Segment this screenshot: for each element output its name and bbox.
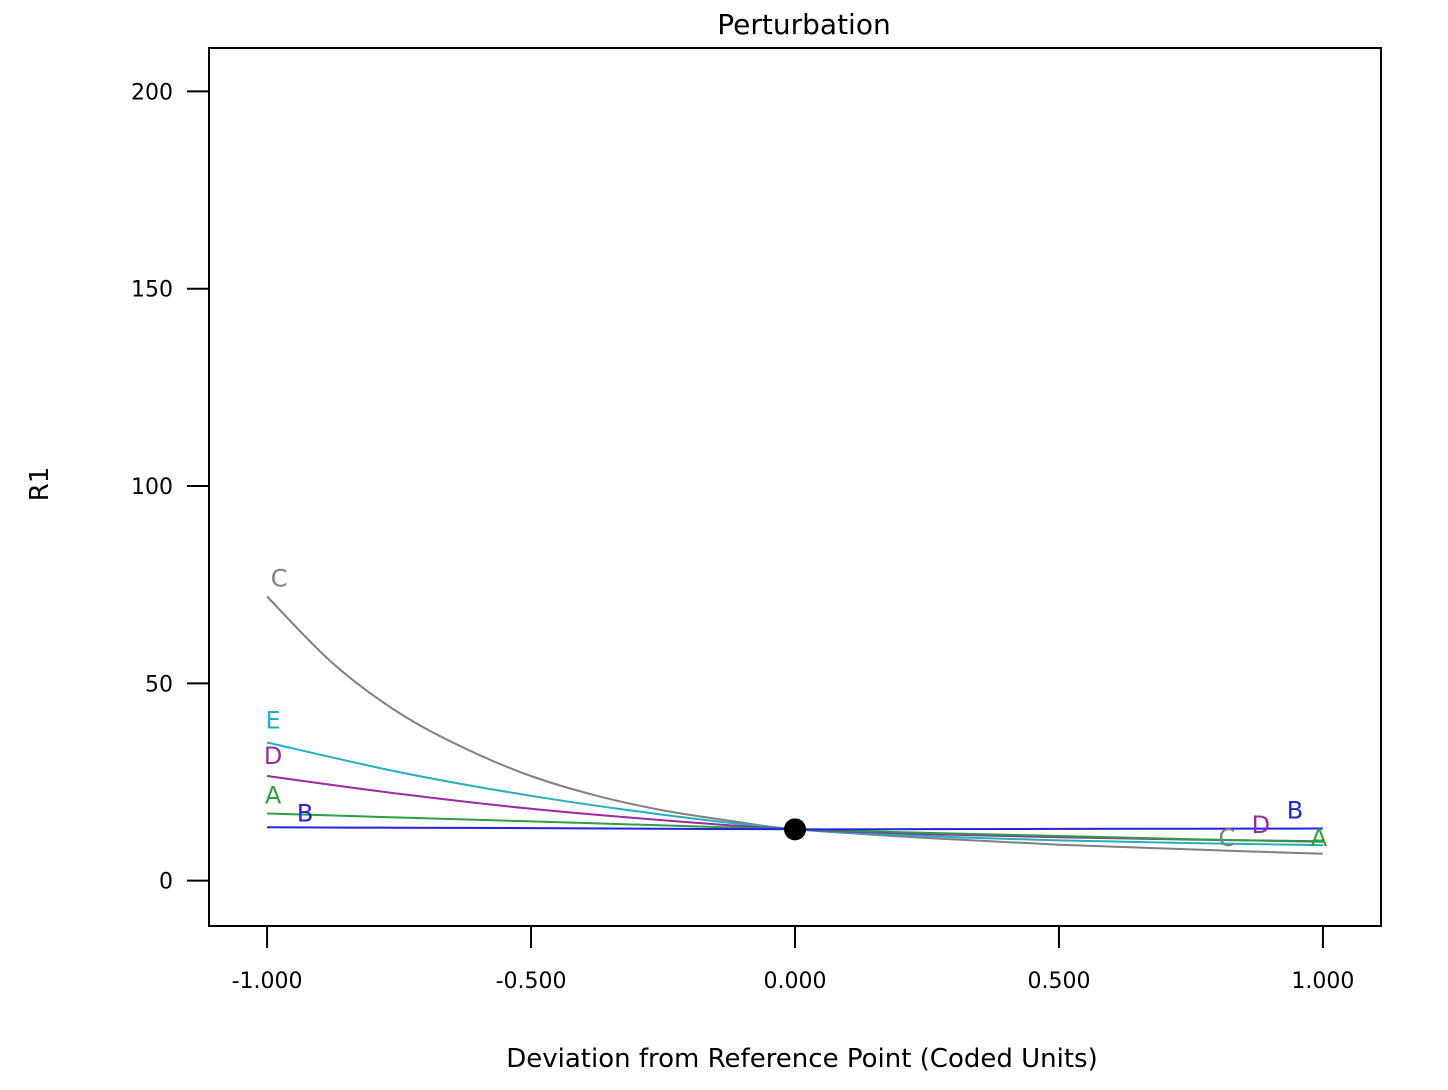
x-tick-label: 0.500 <box>1027 969 1090 994</box>
series-label-a-right: A <box>1311 824 1328 852</box>
reference-point-marker <box>784 818 806 841</box>
series-line-c <box>266 595 1323 855</box>
y-axis-label: R1 <box>25 467 55 502</box>
x-tick-label: -1.000 <box>232 969 303 994</box>
y-tick-label: 100 <box>131 475 173 500</box>
reference-point-layer <box>784 818 806 841</box>
series-label-c-right: C <box>1219 824 1236 852</box>
x-tick-label: 0.000 <box>764 969 827 994</box>
y-axis-ticks: 0 50 100 150 200 <box>131 80 209 895</box>
chart-title: Perturbation <box>717 8 890 41</box>
y-tick-label: 200 <box>131 80 173 105</box>
y-tick-label: 0 <box>159 870 173 895</box>
series-label-c-left: C <box>271 565 288 593</box>
x-tick-label: -0.500 <box>496 969 567 994</box>
x-tick-label: 1.000 <box>1291 969 1354 994</box>
series-label-a-left: A <box>265 782 282 810</box>
x-axis-ticks: -1.000 -0.500 0.000 0.500 1.000 <box>232 926 1354 994</box>
y-tick-label: 150 <box>131 278 173 303</box>
series-label-e-left: E <box>265 707 280 735</box>
series-label-b-left: B <box>297 799 313 827</box>
series-label-d-left: D <box>264 742 282 770</box>
series-label-d-right: D <box>1252 811 1270 839</box>
series-label-b-right: B <box>1287 797 1303 825</box>
y-tick-label: 50 <box>145 672 173 697</box>
x-axis-label: Deviation from Reference Point (Coded Un… <box>506 1044 1098 1074</box>
